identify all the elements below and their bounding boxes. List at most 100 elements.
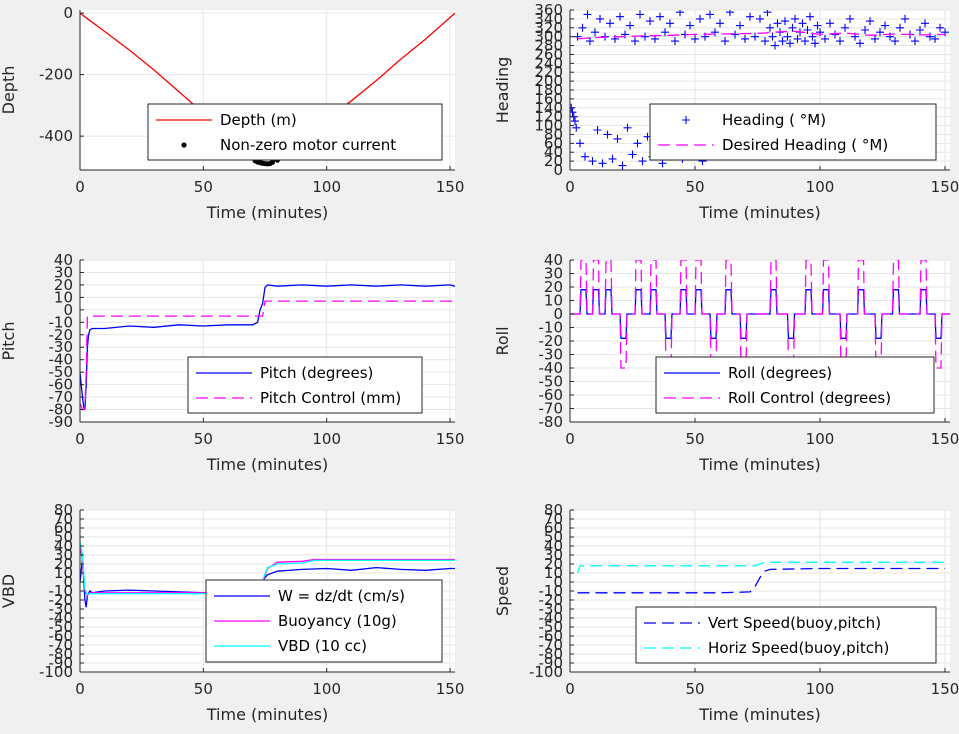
data-point — [686, 21, 694, 30]
legend-label: Desired Heading ( °M) — [722, 136, 888, 154]
legend-label: Depth (m) — [220, 111, 297, 129]
y-tick-label: -100 — [529, 663, 563, 681]
x-axis-label: Time (minutes) — [206, 705, 329, 724]
y-tick-label: -40 — [49, 609, 74, 627]
y-tick-label: -90 — [49, 413, 74, 431]
y-tick-label: 30 — [544, 546, 563, 564]
x-tick-label: 150 — [931, 430, 959, 448]
data-layer — [80, 284, 455, 411]
data-point — [661, 28, 669, 37]
legend-label: Roll Control (degrees) — [728, 389, 891, 407]
y-tick-label: 200 — [534, 72, 563, 90]
y-tick-label: -70 — [49, 388, 74, 406]
y-tick-label: 20 — [544, 555, 563, 573]
data-point — [881, 21, 889, 30]
y-tick-label: 50 — [544, 528, 563, 546]
y-tick-label: 0 — [63, 573, 73, 591]
y-tick-label: -40 — [539, 359, 564, 377]
data-point — [926, 32, 934, 41]
data-point — [741, 34, 749, 43]
y-tick-label: 60 — [54, 519, 73, 537]
data-point — [773, 19, 782, 28]
y-tick-label: 40 — [54, 251, 73, 269]
x-tick-label: 50 — [685, 430, 704, 448]
data-point — [618, 161, 627, 170]
y-tick-label: 80 — [544, 125, 563, 143]
y-tick-label: 30 — [544, 265, 563, 283]
y-tick-label: -40 — [539, 609, 564, 627]
y-tick-label: 0 — [63, 4, 73, 22]
y-tick-label: 0 — [553, 573, 563, 591]
data-point — [876, 28, 884, 37]
y-tick-label: -70 — [539, 400, 564, 418]
x-tick-label: 100 — [806, 680, 835, 698]
data-point — [628, 150, 637, 159]
y-tick-label: 10 — [54, 564, 73, 582]
y-tick-label: 180 — [534, 81, 563, 99]
y-tick-label: -50 — [539, 373, 564, 391]
y-tick-label: -70 — [49, 636, 74, 654]
x-tick-label: 100 — [312, 680, 341, 698]
y-tick-label: -80 — [49, 401, 74, 419]
legend-label: VBD (10 cc) — [278, 637, 367, 655]
data-point — [801, 37, 809, 46]
data-point — [768, 32, 777, 41]
y-tick-label: 60 — [544, 134, 563, 152]
y-tick-label: -10 — [539, 319, 564, 337]
legend-label: Roll (degrees) — [728, 364, 832, 382]
data-point — [861, 26, 869, 34]
y-tick-label: -90 — [49, 654, 74, 672]
y-tick-label: 10 — [54, 288, 73, 306]
legend-marker — [181, 142, 187, 148]
y-axis-label: Depth — [0, 66, 18, 115]
x-tick-label: 150 — [931, 178, 959, 196]
data-point — [656, 12, 664, 21]
y-tick-label: 40 — [544, 251, 563, 269]
data-point — [841, 23, 849, 32]
legend-marker — [682, 116, 690, 124]
data-point — [676, 10, 684, 17]
y-tick-label: 10 — [544, 292, 563, 310]
y-tick-label: -80 — [539, 645, 564, 663]
data-point — [711, 28, 719, 37]
data-point — [726, 10, 734, 17]
legend: Pitch (degrees) Pitch Control (mm) — [187, 356, 423, 414]
data-point — [611, 34, 619, 43]
x-tick-label: 100 — [806, 430, 835, 448]
x-tick-label: 0 — [565, 430, 575, 448]
chart-panel-3: 0 50 100 150403020100-10-20-30-40-50-60-70-… — [0, 251, 464, 474]
data-point — [588, 157, 597, 166]
y-tick-label: -50 — [49, 618, 74, 636]
legend-box — [649, 103, 937, 161]
x-tick-label: 50 — [685, 680, 704, 698]
data-point — [596, 14, 604, 23]
chart-panel-4: 0 50 100 150403020100-10-20-30-40-50-60-70-… — [493, 251, 959, 474]
x-tick-label: 0 — [75, 430, 85, 448]
data-point — [931, 34, 939, 43]
data-layer — [576, 561, 945, 594]
data-point — [633, 139, 642, 148]
y-tick-label: 70 — [544, 510, 563, 528]
legend: W = dz/dt (cm/s) Buoyancy (10g) VBD (10 cc… — [205, 579, 443, 663]
y-tick-label: -50 — [539, 618, 564, 636]
series-line-2 — [577, 30, 946, 40]
y-tick-label: 80 — [54, 501, 73, 519]
x-tick-label: 150 — [931, 680, 959, 698]
x-axis-label: Time (minutes) — [206, 203, 329, 222]
y-tick-label: -30 — [539, 346, 564, 364]
data-point — [813, 21, 822, 30]
data-point — [806, 12, 814, 21]
data-point — [751, 32, 759, 41]
y-tick-label: -30 — [539, 600, 564, 618]
series-line-2 — [80, 300, 455, 411]
y-tick-label: 340 — [534, 10, 563, 28]
y-tick-label: -100 — [39, 663, 73, 681]
y-tick-label: 30 — [54, 546, 73, 564]
y-tick-label: 300 — [534, 28, 563, 46]
data-point — [636, 10, 644, 19]
y-tick-label: -400 — [39, 127, 73, 145]
data-point — [746, 12, 754, 21]
legend-label: Buoyancy (10g) — [278, 612, 397, 630]
data-point — [781, 17, 789, 26]
data-point — [616, 12, 624, 21]
